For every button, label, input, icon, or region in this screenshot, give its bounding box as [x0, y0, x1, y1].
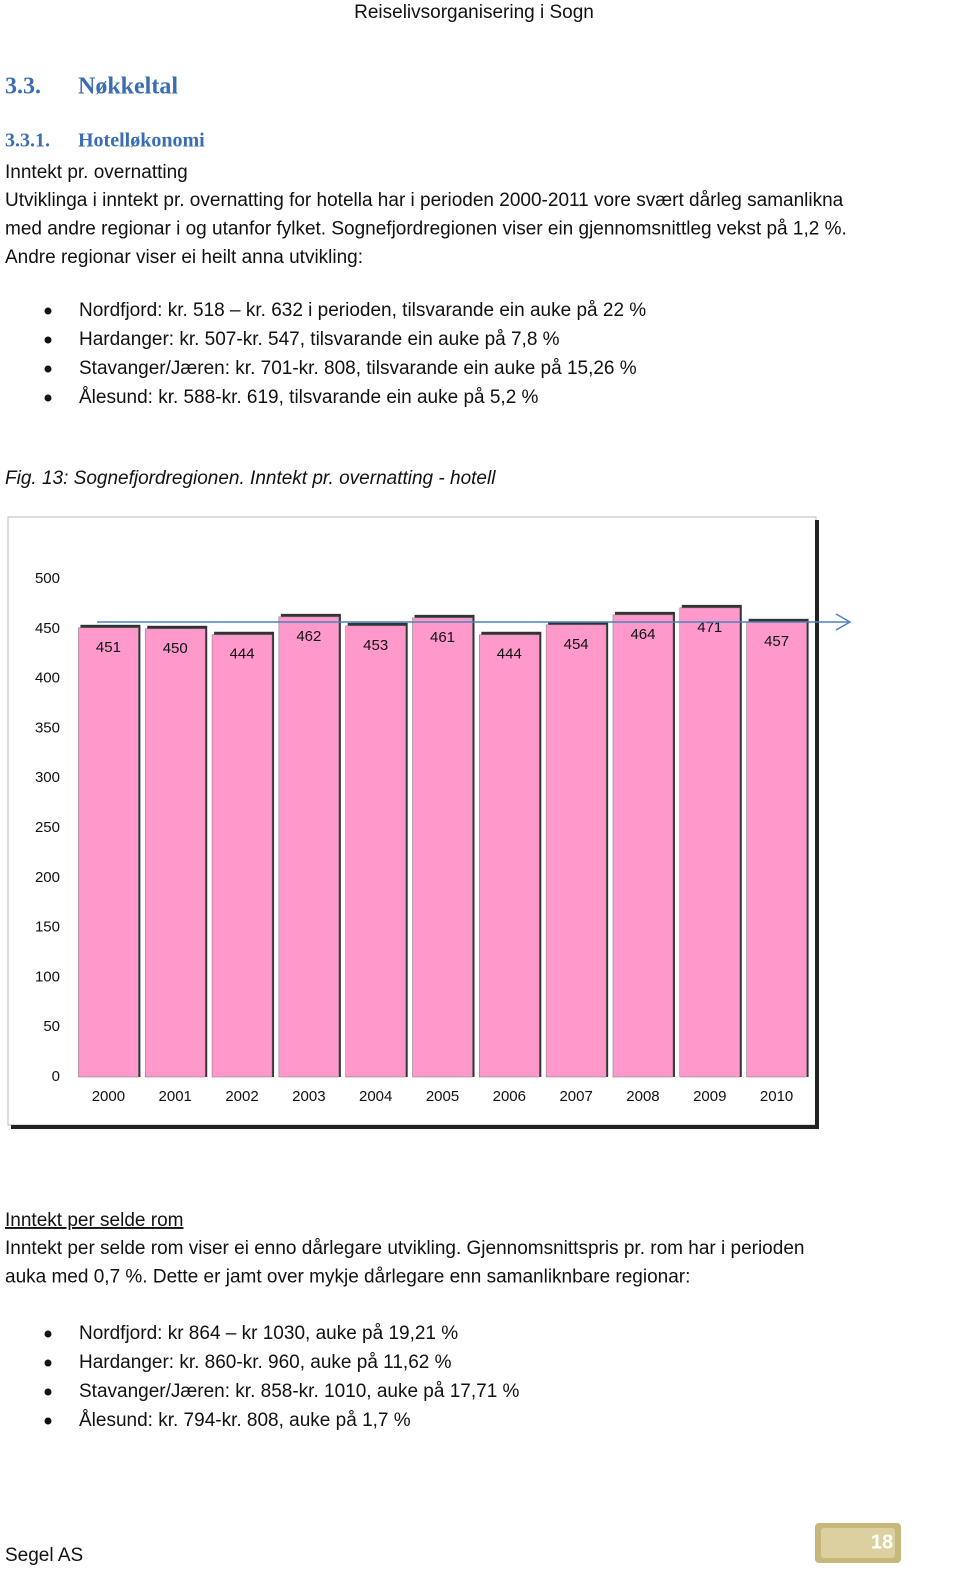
y-tick-label: 200	[35, 869, 60, 886]
y-tick-label: 300	[35, 769, 60, 786]
y-tick-label: 100	[35, 968, 60, 985]
paragraph-line: auka med 0,7 %. Dette er jamt over mykje…	[5, 1267, 690, 1288]
bullet-item: Ålesund: kr. 588-kr. 619, tilsvarande ei…	[79, 387, 539, 408]
data-label: 461	[430, 629, 455, 646]
section-number: 3.3.	[5, 74, 41, 100]
paragraph-heading: Inntekt pr. overnatting	[5, 162, 188, 183]
bullet-item: Hardanger: kr. 507-kr. 547, tilsvarande …	[79, 329, 560, 350]
paragraph-heading: Inntekt per selde rom	[5, 1210, 183, 1231]
x-tick-label: 2008	[626, 1088, 659, 1105]
y-tick-label: 450	[35, 620, 60, 637]
subsection-number: 3.3.1.	[5, 130, 50, 152]
x-tick-label: 2003	[292, 1088, 325, 1105]
x-tick-label: 2005	[426, 1088, 459, 1105]
x-tick-label: 2007	[559, 1088, 592, 1105]
y-tick-label: 400	[35, 670, 60, 687]
data-label: 450	[163, 640, 188, 657]
y-tick-label: 250	[35, 819, 60, 836]
bullet-dot	[44, 1359, 52, 1367]
data-label: 453	[363, 637, 388, 654]
x-tick-label: 2002	[225, 1088, 258, 1105]
y-tick-label: 500	[35, 570, 60, 587]
footer-company: Segel AS	[5, 1545, 83, 1566]
bar	[545, 624, 607, 1078]
data-label: 471	[697, 619, 722, 636]
data-label: 444	[230, 646, 255, 663]
section-title: Nøkkeltal	[78, 74, 178, 100]
bar	[412, 617, 473, 1078]
bullet-item: Nordfjord: kr. 518 – kr. 632 i perioden,…	[79, 300, 646, 321]
trend-arrowhead	[835, 613, 852, 631]
bar	[345, 625, 406, 1078]
bullet-item: Nordfjord: kr 864 – kr 1030, auke på 19,…	[79, 1323, 458, 1344]
paragraph-line: Andre regionar viser ei heilt anna utvik…	[5, 247, 363, 268]
bullet-dot	[44, 365, 52, 373]
bullet-item: Hardanger: kr. 860-kr. 960, auke på 11,6…	[79, 1352, 452, 1373]
bullet-dot	[44, 1388, 52, 1396]
data-label: 464	[630, 626, 655, 643]
figure-caption: Fig. 13: Sognefjordregionen. Inntekt pr.…	[5, 468, 496, 489]
bullet-item: Stavanger/Jæren: kr. 701-kr. 808, tilsva…	[79, 358, 637, 379]
paragraph-line: med andre regionar i og utanfor fylket. …	[5, 219, 847, 240]
bar	[144, 628, 206, 1078]
bullet-dot	[44, 394, 52, 402]
bar	[679, 607, 741, 1078]
x-tick-label: 2001	[159, 1088, 192, 1105]
data-label: 451	[96, 639, 121, 656]
bar	[746, 621, 807, 1078]
bullet-dot	[44, 1417, 52, 1425]
bullet-dot	[44, 307, 52, 315]
data-label: 457	[764, 633, 789, 650]
subsection-title: Hotelløkonomi	[78, 130, 205, 152]
bullet-item: Ålesund: kr. 794-kr. 808, auke på 1,7 %	[79, 1410, 411, 1431]
x-tick-label: 2006	[493, 1088, 526, 1105]
running-header: Reiselivsorganisering i Sogn	[354, 2, 594, 23]
data-label: 462	[296, 628, 321, 645]
x-tick-label: 2010	[760, 1088, 793, 1105]
bar	[78, 627, 139, 1078]
x-tick-label: 2009	[693, 1088, 726, 1105]
bar	[479, 634, 540, 1078]
x-tick-label: 2004	[359, 1088, 392, 1105]
paragraph-line: Utviklinga i inntekt pr. overnatting for…	[5, 190, 844, 211]
bar	[612, 614, 674, 1078]
data-label: 454	[564, 636, 589, 653]
bullet-dot	[44, 1330, 52, 1338]
page-number: 18	[871, 1531, 893, 1553]
y-tick-label: 50	[43, 1018, 60, 1035]
bar	[278, 616, 340, 1078]
bullet-item: Stavanger/Jæren: kr. 858-kr. 1010, auke …	[79, 1381, 520, 1402]
y-tick-label: 0	[52, 1068, 60, 1085]
bar	[211, 634, 273, 1078]
y-tick-label: 350	[35, 719, 60, 736]
x-tick-label: 2000	[92, 1088, 125, 1105]
page-number-inner	[821, 1528, 895, 1558]
y-tick-label: 150	[35, 919, 60, 936]
paragraph-line: Inntekt per selde rom viser ei enno dårl…	[5, 1238, 804, 1259]
bullet-dot	[44, 336, 52, 344]
data-label: 444	[497, 646, 522, 663]
